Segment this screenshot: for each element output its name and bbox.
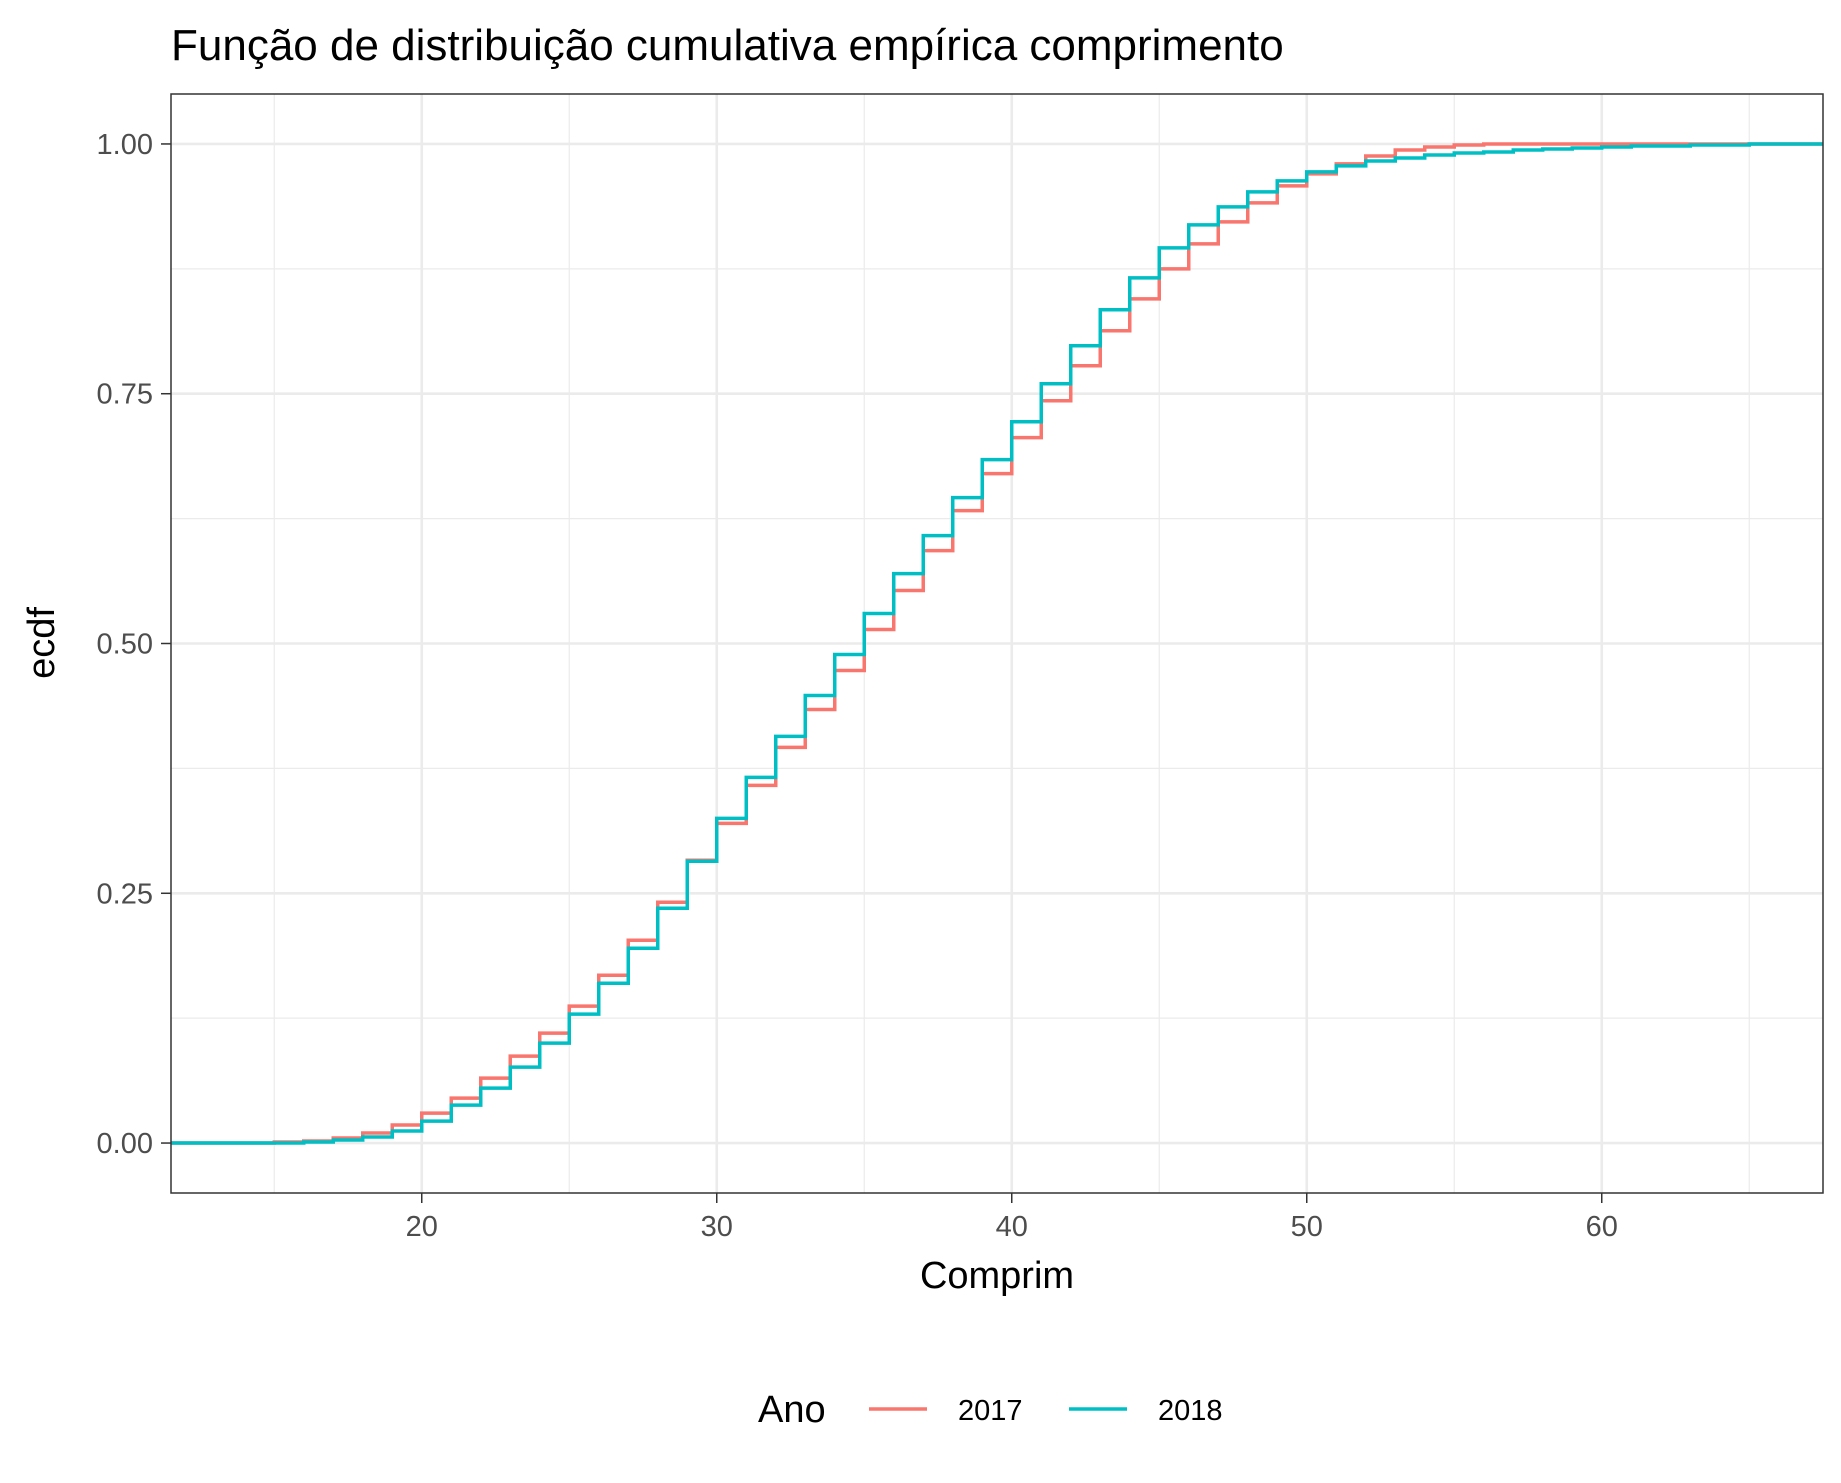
legend: Ano 2017 2018 [758,1389,1223,1431]
y-tick-label: 0.50 [97,629,153,661]
series-lines [171,142,1823,1145]
grid [171,94,1823,1193]
chart-title: Função de distribuição cumulativa empíri… [171,21,1284,70]
series-line-2018 [171,142,1823,1145]
legend-label-2018: 2018 [1158,1395,1223,1427]
x-tick-label: 30 [701,1211,733,1243]
axes: 0.00 0.25 0.50 0.75 1.00 20 30 40 50 60 [97,129,1618,1243]
x-tick-label: 40 [996,1211,1028,1243]
y-tick-label: 0.75 [97,379,153,411]
y-tick-label: 1.00 [97,129,153,161]
y-tick-label: 0.00 [97,1128,153,1160]
x-tick-label: 60 [1586,1211,1618,1243]
y-axis-title: ecdf [21,607,63,679]
y-tick-label: 0.25 [97,878,153,910]
legend-title: Ano [758,1389,826,1431]
x-tick-label: 50 [1291,1211,1323,1243]
x-tick-label: 20 [406,1211,438,1243]
legend-label-2017: 2017 [958,1395,1023,1427]
x-axis-title: Comprim [920,1255,1074,1297]
